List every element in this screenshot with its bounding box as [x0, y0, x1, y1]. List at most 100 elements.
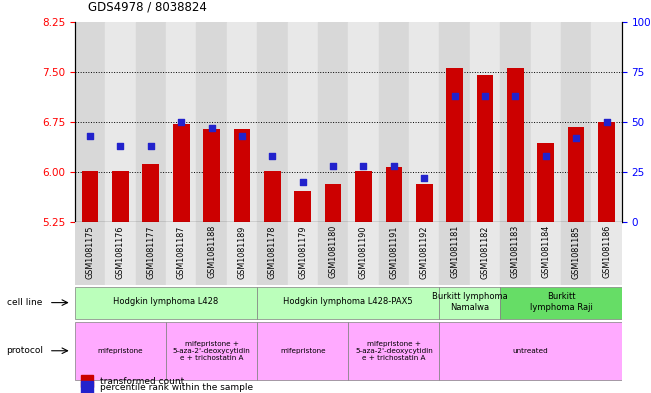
- Bar: [318, 22, 348, 222]
- Text: GSM1081176: GSM1081176: [116, 225, 125, 279]
- Text: GSM1081185: GSM1081185: [572, 225, 581, 279]
- Bar: [135, 222, 166, 285]
- Point: [480, 93, 490, 99]
- Text: transformed count: transformed count: [100, 377, 184, 386]
- Bar: [439, 321, 622, 380]
- Bar: [82, 171, 98, 222]
- Text: GSM1081177: GSM1081177: [146, 225, 156, 279]
- Text: GSM1081182: GSM1081182: [480, 225, 490, 279]
- Point: [389, 163, 399, 169]
- Bar: [318, 222, 348, 285]
- Bar: [531, 222, 561, 285]
- Point: [206, 125, 217, 131]
- Bar: [112, 171, 129, 222]
- Bar: [568, 127, 585, 222]
- Bar: [591, 222, 622, 285]
- Point: [146, 143, 156, 149]
- Point: [237, 133, 247, 139]
- Bar: [591, 22, 622, 222]
- Bar: [288, 222, 318, 285]
- Bar: [446, 68, 463, 222]
- Bar: [439, 222, 470, 285]
- Text: GSM1081183: GSM1081183: [511, 225, 520, 278]
- Text: Hodgkin lymphoma L428: Hodgkin lymphoma L428: [113, 298, 219, 307]
- Point: [602, 119, 612, 125]
- Text: GSM1081189: GSM1081189: [238, 225, 247, 279]
- Text: GSM1081180: GSM1081180: [329, 225, 338, 278]
- Text: GSM1081188: GSM1081188: [207, 225, 216, 278]
- Bar: [500, 22, 531, 222]
- Point: [358, 163, 368, 169]
- Bar: [537, 143, 554, 222]
- Point: [176, 119, 186, 125]
- Text: untreated: untreated: [513, 348, 548, 354]
- Bar: [135, 22, 166, 222]
- Point: [298, 179, 308, 185]
- Point: [267, 153, 277, 159]
- Bar: [470, 22, 500, 222]
- Bar: [294, 191, 311, 222]
- Bar: [409, 222, 439, 285]
- Text: GSM1081184: GSM1081184: [541, 225, 550, 278]
- Bar: [75, 287, 257, 318]
- Bar: [531, 22, 561, 222]
- Text: GSM1081181: GSM1081181: [450, 225, 459, 278]
- Bar: [385, 167, 402, 222]
- Bar: [325, 184, 341, 222]
- Bar: [264, 171, 281, 222]
- Bar: [379, 222, 409, 285]
- Bar: [416, 184, 432, 222]
- Text: mifepristone: mifepristone: [280, 348, 326, 354]
- Bar: [348, 321, 439, 380]
- Bar: [234, 129, 250, 222]
- Text: Burkitt
lymphoma Raji: Burkitt lymphoma Raji: [529, 292, 592, 312]
- Text: Burkitt lymphoma
Namalwa: Burkitt lymphoma Namalwa: [432, 292, 508, 312]
- Text: cell line: cell line: [7, 298, 42, 307]
- Text: GSM1081186: GSM1081186: [602, 225, 611, 278]
- Bar: [227, 22, 257, 222]
- Bar: [348, 222, 379, 285]
- Bar: [75, 321, 166, 380]
- Bar: [500, 287, 622, 318]
- Text: Hodgkin lymphoma L428-PAX5: Hodgkin lymphoma L428-PAX5: [283, 298, 413, 307]
- Bar: [348, 22, 379, 222]
- Bar: [105, 22, 135, 222]
- Text: GSM1081192: GSM1081192: [420, 225, 429, 279]
- Bar: [197, 22, 227, 222]
- Bar: [598, 122, 615, 222]
- Bar: [173, 124, 189, 222]
- Bar: [105, 222, 135, 285]
- Bar: [75, 222, 105, 285]
- Bar: [500, 222, 531, 285]
- Text: GSM1081191: GSM1081191: [389, 225, 398, 279]
- Point: [510, 93, 521, 99]
- Point: [328, 163, 339, 169]
- Point: [540, 153, 551, 159]
- Text: GDS4978 / 8038824: GDS4978 / 8038824: [88, 1, 207, 14]
- Bar: [439, 287, 500, 318]
- Text: GSM1081187: GSM1081187: [176, 225, 186, 279]
- Text: GSM1081190: GSM1081190: [359, 225, 368, 279]
- Text: percentile rank within the sample: percentile rank within the sample: [100, 383, 253, 392]
- Bar: [507, 68, 523, 222]
- Bar: [166, 222, 197, 285]
- Bar: [409, 22, 439, 222]
- Bar: [379, 22, 409, 222]
- Bar: [143, 164, 159, 222]
- Bar: [166, 321, 257, 380]
- Point: [115, 143, 126, 149]
- Bar: [227, 222, 257, 285]
- Text: protocol: protocol: [7, 346, 44, 355]
- Bar: [257, 321, 348, 380]
- Bar: [257, 222, 288, 285]
- Bar: [561, 222, 591, 285]
- Bar: [197, 222, 227, 285]
- Text: GSM1081179: GSM1081179: [298, 225, 307, 279]
- Text: GSM1081178: GSM1081178: [268, 225, 277, 279]
- Bar: [257, 287, 439, 318]
- Bar: [477, 75, 493, 222]
- Text: mifepristone: mifepristone: [98, 348, 143, 354]
- Point: [571, 135, 581, 141]
- Bar: [470, 222, 500, 285]
- Point: [419, 175, 430, 181]
